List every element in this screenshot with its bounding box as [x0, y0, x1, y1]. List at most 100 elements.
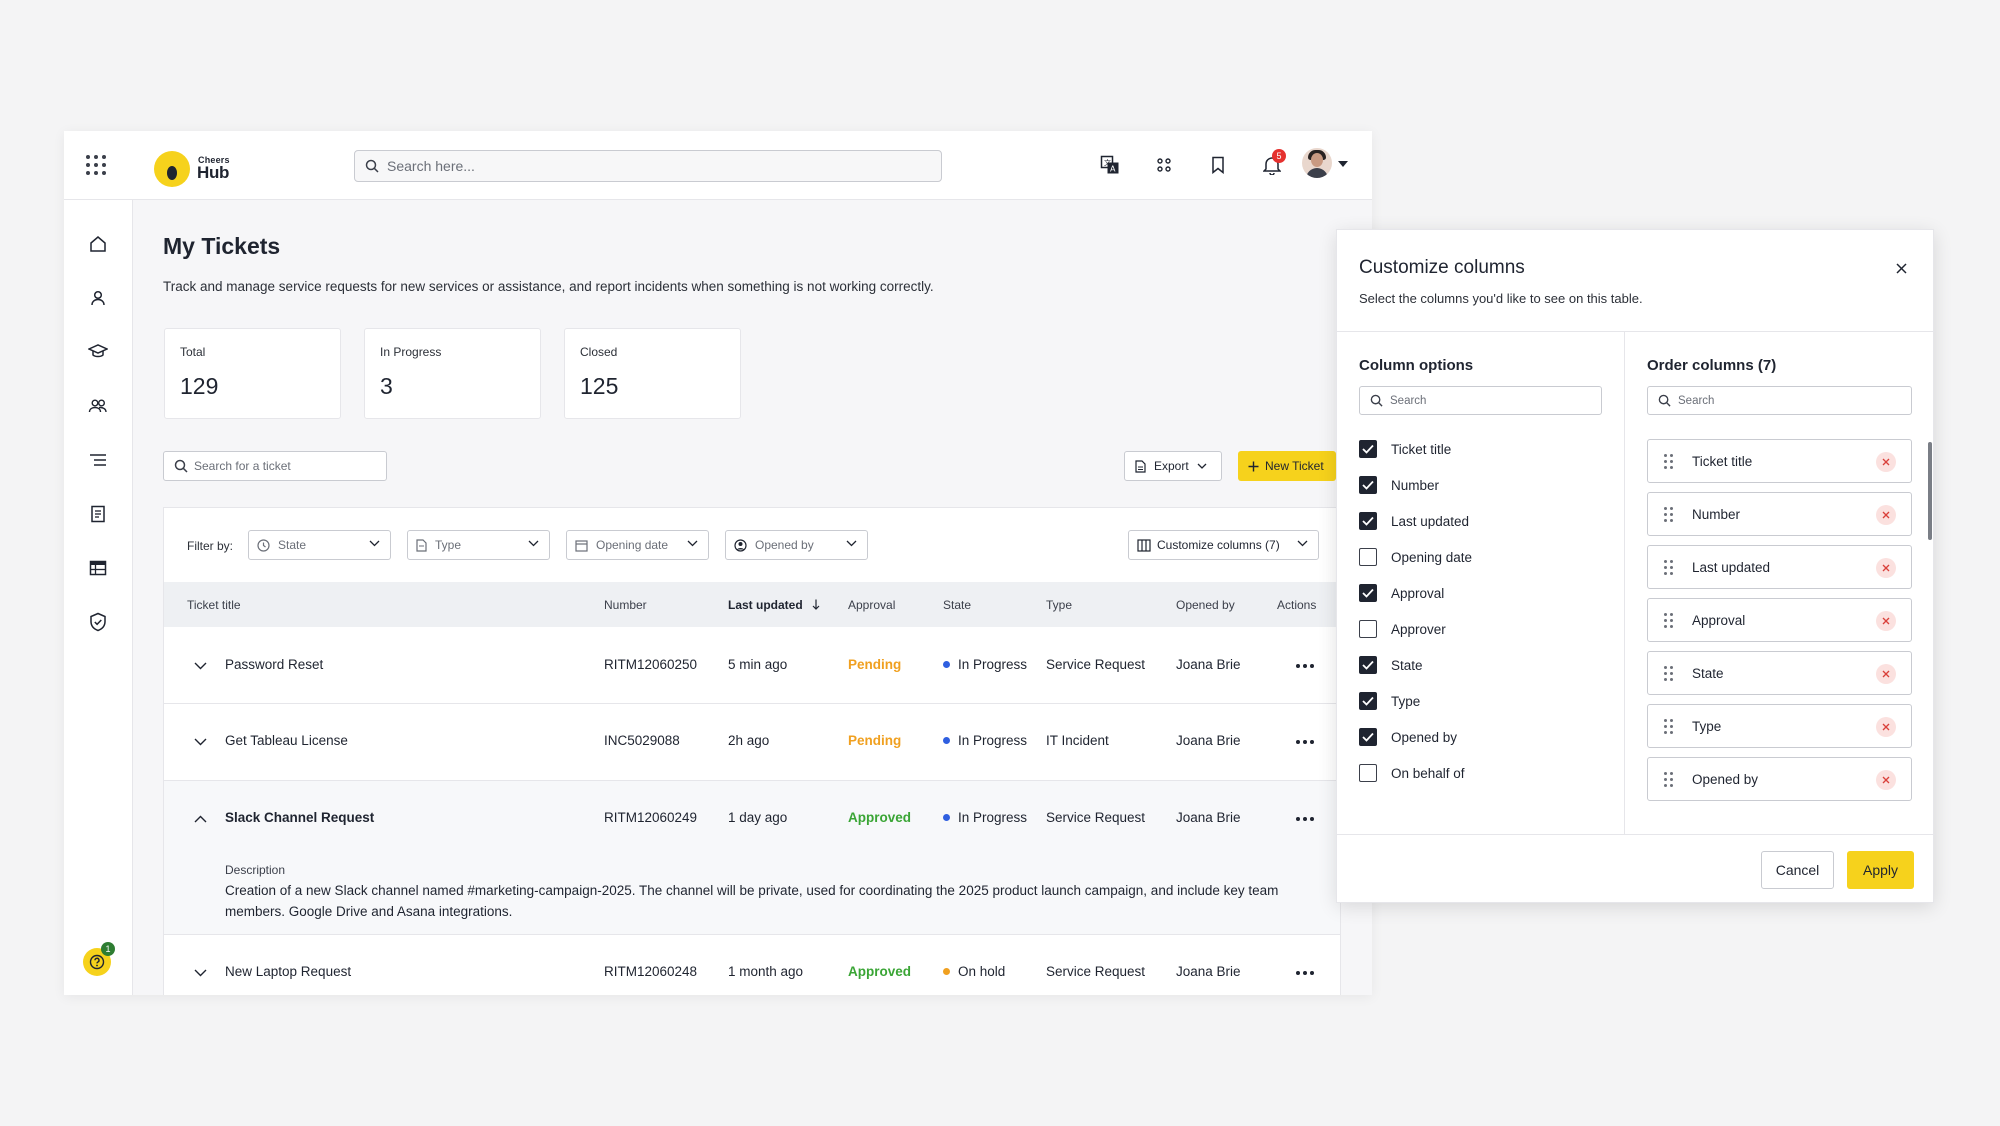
cancel-button[interactable]: Cancel	[1761, 851, 1834, 889]
checkbox[interactable]	[1359, 440, 1377, 458]
header-type[interactable]: Type	[1046, 598, 1073, 612]
order-column-item[interactable]: Last updated	[1647, 545, 1912, 589]
column-option[interactable]: Ticket title	[1359, 439, 1451, 459]
header-number[interactable]: Number	[604, 598, 647, 612]
table-row[interactable]: New Laptop Request RITM12060248 1 month …	[164, 935, 1340, 995]
column-option[interactable]: On behalf of	[1359, 763, 1465, 783]
remove-icon[interactable]	[1876, 452, 1896, 472]
column-option[interactable]: Opened by	[1359, 727, 1457, 747]
column-option[interactable]: Number	[1359, 475, 1439, 495]
order-column-item[interactable]: Type	[1647, 704, 1912, 748]
checkbox[interactable]	[1359, 728, 1377, 746]
shield-icon[interactable]	[86, 610, 110, 634]
chevron-up-icon[interactable]	[194, 815, 207, 823]
remove-icon[interactable]	[1876, 505, 1896, 525]
column-option[interactable]: State	[1359, 655, 1423, 675]
remove-icon[interactable]	[1876, 717, 1896, 737]
export-button[interactable]: Export	[1124, 451, 1222, 481]
column-option[interactable]: Last updated	[1359, 511, 1469, 531]
more-actions-icon[interactable]	[1296, 817, 1314, 823]
ticket-type: Service Request	[1046, 657, 1146, 672]
remove-icon[interactable]	[1876, 664, 1896, 684]
ticket-search-input[interactable]	[194, 452, 379, 480]
header-approval[interactable]: Approval	[848, 598, 896, 612]
checkbox[interactable]	[1359, 584, 1377, 602]
table-row[interactable]: Password Reset RITM12060250 5 min ago Pe…	[164, 628, 1340, 704]
more-actions-icon[interactable]	[1296, 971, 1314, 977]
ticket-updated: 1 day ago	[728, 810, 788, 825]
header-last-updated-label: Last updated	[728, 598, 803, 612]
opened-by-filter[interactable]: Opened by	[725, 530, 868, 560]
checkbox[interactable]	[1359, 512, 1377, 530]
list-icon[interactable]	[86, 448, 110, 472]
search-icon	[1658, 394, 1671, 407]
chevron-down-icon[interactable]	[1338, 161, 1348, 167]
state-filter[interactable]: State	[248, 530, 391, 560]
dots-grid-icon[interactable]	[1152, 153, 1176, 177]
new-ticket-button[interactable]: New Ticket	[1238, 451, 1336, 481]
scrollbar[interactable]	[1928, 442, 1932, 540]
drag-handle-icon[interactable]	[1664, 719, 1673, 734]
column-options-search-input[interactable]	[1390, 387, 1570, 414]
column-option[interactable]: Type	[1359, 691, 1420, 711]
checkbox[interactable]	[1359, 656, 1377, 674]
checkbox[interactable]	[1359, 764, 1377, 782]
order-column-label: Number	[1692, 507, 1741, 522]
checkbox[interactable]	[1359, 692, 1377, 710]
drag-handle-icon[interactable]	[1664, 454, 1673, 469]
drag-handle-icon[interactable]	[1664, 772, 1673, 787]
help-button[interactable]: 1	[83, 942, 115, 976]
order-column-item[interactable]: State	[1647, 651, 1912, 695]
logo-big-text: Hub	[197, 163, 230, 182]
remove-icon[interactable]	[1876, 770, 1896, 790]
customize-columns-button[interactable]: Customize columns (7)	[1128, 530, 1319, 560]
bookmark-icon[interactable]	[1206, 153, 1230, 177]
more-actions-icon[interactable]	[1296, 740, 1314, 746]
drag-handle-icon[interactable]	[1664, 560, 1673, 575]
user-icon[interactable]	[86, 286, 110, 310]
column-option[interactable]: Approval	[1359, 583, 1444, 603]
column-option[interactable]: Approver	[1359, 619, 1446, 639]
header-ticket-title[interactable]: Ticket title	[187, 598, 241, 612]
header-state[interactable]: State	[943, 598, 972, 612]
global-search-input[interactable]	[387, 151, 927, 181]
order-column-item[interactable]: Number	[1647, 492, 1912, 536]
checkbox[interactable]	[1359, 548, 1377, 566]
type-filter[interactable]: Type	[407, 530, 550, 560]
remove-icon[interactable]	[1876, 558, 1896, 578]
chevron-down-icon[interactable]	[194, 969, 207, 977]
apply-button[interactable]: Apply	[1847, 851, 1914, 889]
apps-grid-icon[interactable]	[86, 155, 106, 175]
column-option[interactable]: Opening date	[1359, 547, 1472, 567]
team-icon[interactable]	[86, 394, 110, 418]
order-column-item[interactable]: Opened by	[1647, 757, 1912, 801]
close-icon[interactable]	[1891, 258, 1911, 278]
more-actions-icon[interactable]	[1296, 664, 1314, 670]
divider	[1337, 331, 1935, 332]
order-column-item[interactable]: Approval	[1647, 598, 1912, 642]
chevron-down-icon[interactable]	[194, 662, 207, 670]
chevron-down-icon[interactable]	[194, 738, 207, 746]
avatar[interactable]	[1302, 148, 1332, 178]
status-dot	[943, 737, 950, 744]
header-last-updated[interactable]: Last updated	[728, 598, 820, 612]
drag-handle-icon[interactable]	[1664, 507, 1673, 522]
drag-handle-icon[interactable]	[1664, 666, 1673, 681]
table-row-expanded[interactable]: Slack Channel Request RITM12060249 1 day…	[164, 781, 1340, 935]
order-columns-search-input[interactable]	[1678, 387, 1858, 414]
table-row[interactable]: Get Tableau License INC5029088 2h ago Pe…	[164, 704, 1340, 781]
bell-icon[interactable]: 5	[1260, 149, 1286, 177]
table-icon[interactable]	[86, 556, 110, 580]
remove-icon[interactable]	[1876, 611, 1896, 631]
graduation-cap-icon[interactable]	[86, 340, 110, 364]
opening-date-filter[interactable]: Opening date	[566, 530, 709, 560]
header-opened-by[interactable]: Opened by	[1176, 598, 1235, 612]
home-icon[interactable]	[86, 232, 110, 256]
checkbox[interactable]	[1359, 620, 1377, 638]
logo[interactable]: Cheers Hub	[154, 149, 244, 187]
document-icon[interactable]	[86, 502, 110, 526]
drag-handle-icon[interactable]	[1664, 613, 1673, 628]
order-column-item[interactable]: Ticket title	[1647, 439, 1912, 483]
checkbox[interactable]	[1359, 476, 1377, 494]
